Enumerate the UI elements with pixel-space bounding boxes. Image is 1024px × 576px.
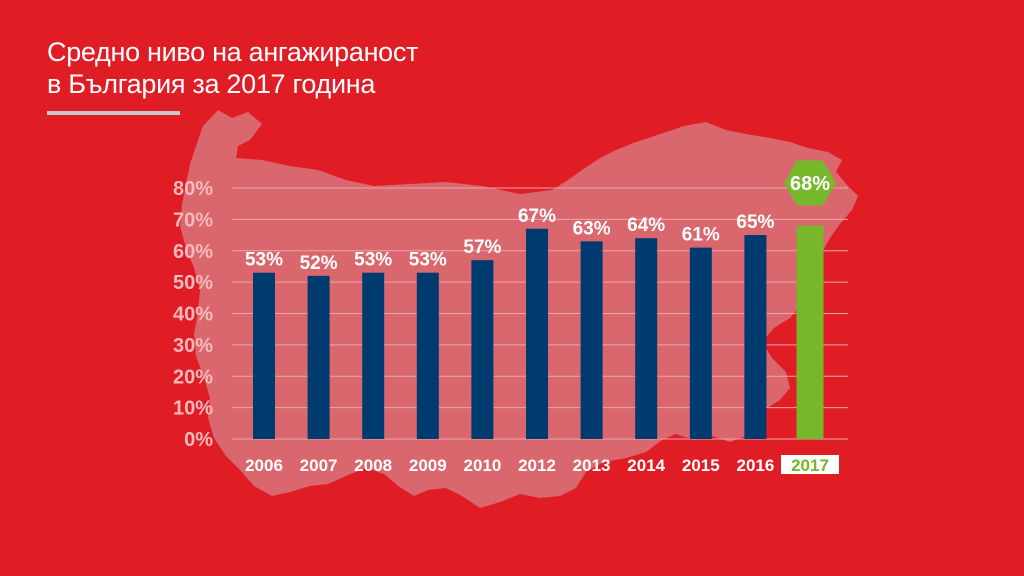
x-tick-label: 2016: [736, 456, 774, 475]
x-tick-label: 2006: [245, 456, 283, 475]
bars: [253, 225, 824, 439]
chart-title: Средно ниво на ангажираност в България з…: [47, 36, 418, 100]
value-label: 68%: [790, 173, 830, 195]
title-line-2: в България за 2017 година: [47, 69, 376, 99]
y-tick-label: 70%: [173, 209, 213, 231]
value-label: 53%: [409, 250, 447, 271]
y-tick-label: 30%: [173, 335, 213, 357]
bar: [796, 225, 824, 439]
x-tick-label: 2010: [463, 456, 501, 475]
title-underline: [47, 111, 180, 115]
value-label: 61%: [682, 225, 720, 246]
x-tick-label: 2014: [627, 456, 665, 475]
y-tick-label: 60%: [173, 241, 213, 263]
bar: [253, 272, 275, 439]
value-label: 57%: [463, 237, 501, 258]
highlight-label-box: [781, 455, 839, 474]
value-label: 53%: [245, 250, 283, 271]
x-tick-label: 2007: [300, 456, 338, 475]
bar: [307, 275, 330, 439]
value-label: 64%: [627, 215, 665, 236]
bar: [526, 228, 548, 439]
bulgaria-map-silhouette: [180, 110, 858, 508]
bar: [744, 235, 767, 439]
bar: [362, 272, 385, 439]
x-tick-label: 2008: [354, 456, 392, 475]
y-tick-label: 10%: [173, 398, 213, 420]
value-label: 52%: [300, 253, 338, 274]
y-tick-label: 0%: [184, 429, 213, 451]
y-axis-ticks: 0% 10% 20% 30% 40% 50% 60% 70% 80%: [173, 178, 213, 451]
x-tick-label: 2009: [409, 456, 447, 475]
highlight-hexagon: [784, 160, 836, 206]
x-tick-label: 2013: [573, 456, 611, 475]
x-tick-label: 2012: [518, 456, 556, 475]
title-line-1: Средно ниво на ангажираност: [47, 37, 419, 67]
x-tick-label: 2017: [791, 456, 829, 475]
value-label: 53%: [354, 250, 392, 271]
y-tick-label: 20%: [173, 366, 213, 388]
bar: [416, 272, 439, 439]
value-labels: 53% 52% 53% 53% 57% 67% 63% 64% 61% 65% 68%: [245, 160, 836, 274]
bar: [471, 260, 494, 439]
y-tick-label: 80%: [173, 178, 213, 200]
bar: [635, 238, 658, 439]
value-label: 67%: [518, 206, 556, 227]
x-tick-label: 2015: [682, 456, 720, 475]
value-label: 63%: [573, 218, 611, 239]
value-label: 65%: [736, 212, 774, 233]
x-axis-labels: 2006 2007 2008 2009 2010 2012 2013 2014 2015 2016…: [245, 455, 839, 475]
y-tick-label: 40%: [173, 304, 213, 326]
bar: [580, 241, 603, 439]
y-tick-label: 50%: [173, 272, 213, 294]
bar: [689, 247, 712, 439]
